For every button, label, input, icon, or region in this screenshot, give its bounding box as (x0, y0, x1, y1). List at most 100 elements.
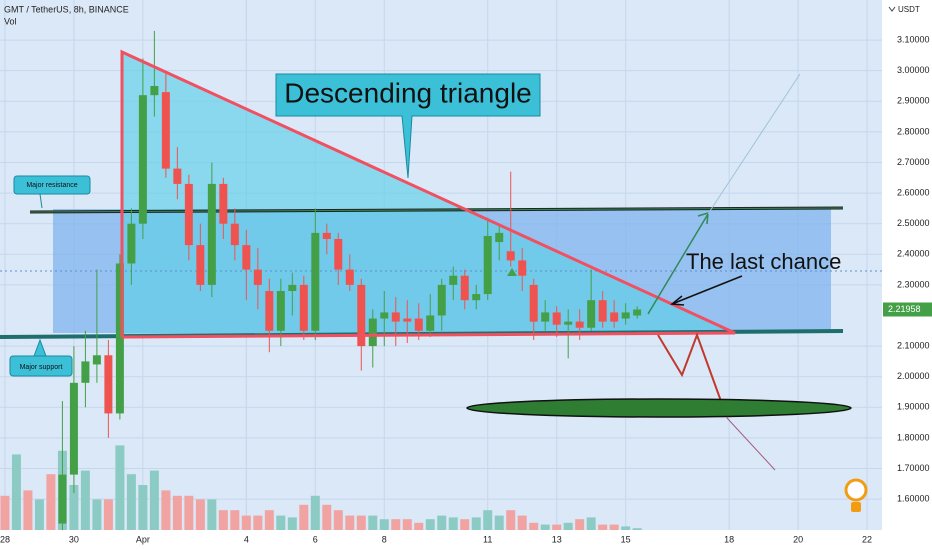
volume-bar (402, 519, 412, 530)
y-tick-label: 2.90000 (897, 96, 930, 106)
candle-body (207, 183, 216, 285)
arrow-head (670, 295, 685, 306)
triangle-outline (120, 49, 736, 339)
volume-bar (310, 495, 320, 530)
x-tick-label: 22 (862, 534, 872, 544)
candle-body (299, 284, 308, 331)
volume-bar (138, 485, 148, 530)
x-tick-label: 6 (313, 534, 318, 544)
volume-bar (34, 499, 44, 530)
volume-bar (184, 495, 194, 530)
idea-icon[interactable] (844, 478, 868, 512)
candle-body (322, 232, 331, 239)
volume-bar (448, 517, 458, 530)
x-tick-label: 30 (69, 534, 79, 544)
candle-body (414, 318, 423, 331)
volume-bar (391, 519, 401, 530)
volume-bar (460, 519, 470, 530)
last-price-box (883, 302, 932, 317)
volume-bar (425, 519, 435, 530)
candle-body (345, 269, 354, 285)
volume-bar (609, 524, 619, 530)
candle-body (506, 251, 515, 261)
candle-body (552, 312, 561, 325)
candle-body (219, 183, 228, 224)
candle-body (621, 312, 630, 319)
projection-down (726, 417, 776, 471)
volume-bar (414, 522, 424, 530)
y-tick-label: 2.60000 (897, 187, 930, 197)
currency-label: USDT (898, 5, 920, 14)
volume-bar (506, 510, 516, 530)
volume-bar (529, 522, 539, 530)
volume-bar (264, 510, 274, 530)
y-tick-label: 3.10000 (897, 34, 930, 44)
volume-bar (172, 495, 182, 530)
x-tick-label: 8 (382, 534, 387, 544)
x-tick-label: 18 (724, 534, 734, 544)
candle-body (357, 284, 366, 347)
volume-bar (276, 515, 286, 530)
y-tick-label: 2.80000 (897, 126, 930, 136)
callout-arrow (671, 275, 743, 305)
resistance-label: Major resistance (26, 182, 77, 189)
candle-body (69, 382, 78, 475)
candle-body (81, 361, 90, 383)
y-tick-label: 2.00000 (897, 371, 930, 381)
volume-bar (322, 504, 332, 530)
volume-bar (11, 454, 21, 530)
path-down (657, 332, 727, 416)
candle-body (265, 291, 274, 331)
candle-body (253, 269, 262, 285)
last-price-label: 2.21958 (888, 304, 921, 314)
target-zone (466, 398, 852, 418)
volume-bar (287, 517, 297, 530)
candle-body (403, 318, 412, 322)
volume-bar (632, 528, 642, 530)
y-tick-label: 1.60000 (897, 493, 930, 503)
candle-body (58, 474, 67, 524)
volume-bar (207, 499, 217, 530)
candle-body (311, 232, 320, 331)
volume-bar (379, 519, 389, 530)
candle-body (391, 312, 400, 322)
pattern-label: Descending triangle (284, 77, 532, 108)
volume-bar (299, 504, 309, 530)
x-tick-label: 4 (244, 534, 249, 544)
volume-label: Vol (4, 16, 17, 26)
candle-body (334, 238, 343, 270)
x-tick-label: 15 (621, 534, 631, 544)
y-tick-label: 2.70000 (897, 157, 930, 167)
volume-bar (115, 445, 125, 530)
callout-box (275, 73, 541, 179)
y-tick-label: 2.40000 (897, 249, 930, 259)
candle-body (575, 321, 584, 328)
candle-body (472, 294, 481, 301)
candle-body (276, 291, 285, 331)
volume-bar (437, 515, 447, 530)
volume-bar (195, 499, 205, 530)
volume-bar (253, 515, 263, 530)
candle-body (483, 235, 492, 295)
y-tick-label: 2.50000 (897, 218, 930, 228)
volume-bar (218, 510, 228, 530)
volume-bar (517, 515, 527, 530)
volume-bar (333, 510, 343, 530)
x-tick-label: 20 (793, 534, 803, 544)
volume-bar (0, 495, 10, 530)
volume-bar (575, 519, 585, 530)
candle-body (437, 284, 446, 316)
volume-bar (563, 522, 573, 530)
chart-title: GMT / TetherUS, 8h, BINANCE (4, 4, 129, 14)
volume-bar (368, 515, 378, 530)
candle-body (184, 183, 193, 246)
y-tick-label: 1.70000 (897, 463, 930, 473)
resistance-tag (13, 175, 91, 195)
candle-body (104, 355, 113, 414)
volume-bar (80, 470, 90, 530)
volume-bar (92, 499, 102, 530)
currency-dropdown[interactable] (888, 6, 896, 12)
candle-body (150, 85, 159, 96)
signal-marker (507, 268, 517, 276)
